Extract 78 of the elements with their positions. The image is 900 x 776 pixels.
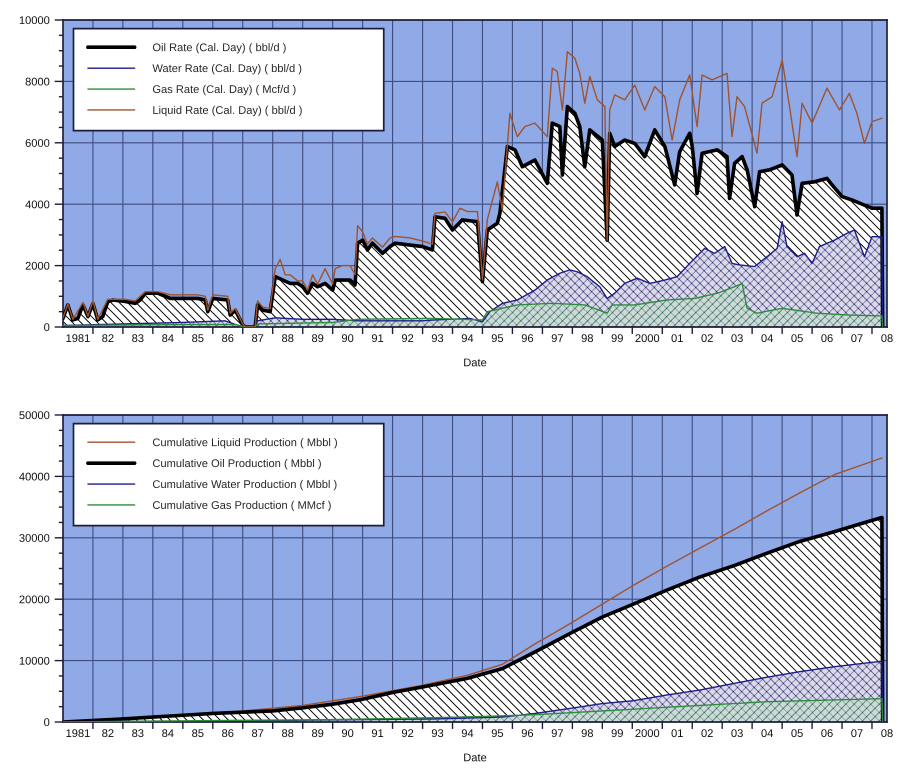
x-tick-label: 92 <box>402 729 414 738</box>
legend-label: Water Rate (Cal. Day) ( bbl/d ) <box>152 64 302 74</box>
x-tick-label: 92 <box>402 334 414 342</box>
y-tick-label: 10000 <box>20 16 50 24</box>
x-tick-label: 85 <box>192 334 204 342</box>
x-tick-label: 94 <box>462 334 474 342</box>
x-tick-label: 86 <box>222 334 234 342</box>
x-tick-label: 02 <box>701 729 713 738</box>
legend-label: Cumulative Water Production ( Mbbl ) <box>152 480 337 490</box>
x-tick-label: 2000 <box>635 334 660 342</box>
x-tick-label: 85 <box>192 729 204 738</box>
x-tick-label: 86 <box>222 729 234 738</box>
y-tick-label: 6000 <box>26 139 50 147</box>
x-tick-label: 89 <box>312 729 324 738</box>
x-tick-label: 84 <box>162 729 174 738</box>
x-tick-label: 95 <box>492 729 504 738</box>
x-tick-label: 94 <box>462 729 474 738</box>
x-tick-label: 04 <box>761 334 773 342</box>
x-tick-label: 98 <box>582 334 594 342</box>
x-tick-label: 03 <box>731 334 743 342</box>
x-tick-label: 01 <box>671 729 683 738</box>
x-tick-label: 97 <box>552 729 563 738</box>
x-tick-label: 02 <box>701 334 713 342</box>
y-tick-label: 10000 <box>20 656 50 665</box>
legend-label: Gas Rate (Cal. Day) ( Mcf/d ) <box>152 84 296 96</box>
x-tick-label: 91 <box>372 334 384 342</box>
y-tick-label: 40000 <box>19 472 50 481</box>
x-tick-label: 96 <box>522 334 534 342</box>
y-tick-label: 30000 <box>19 534 50 542</box>
x-tick-label: 08 <box>881 729 893 738</box>
x-tick-label: 82 <box>102 334 114 342</box>
y-tick-label: 8000 <box>26 78 50 86</box>
y-tick-label: 20000 <box>19 595 50 604</box>
y-tick-label: 0 <box>44 323 50 332</box>
x-axis-title: Date <box>464 754 486 762</box>
x-tick-label: 93 <box>432 334 444 342</box>
x-tick-label: 03 <box>731 729 743 738</box>
x-tick-label: 87 <box>252 334 264 342</box>
x-axis-title: Date <box>464 358 486 366</box>
legend-label: Cumulative Liquid Production ( Mbbl ) <box>152 438 337 448</box>
x-tick-label: 08 <box>881 334 893 342</box>
y-tick-label: 2000 <box>26 262 50 270</box>
x-tick-label: 06 <box>821 334 833 342</box>
legend-label: Cumulative Gas Production ( MMcf ) <box>152 500 331 512</box>
x-tick-label: 1981 <box>66 729 90 738</box>
y-tick-label: 50000 <box>19 411 50 420</box>
x-tick-label: 83 <box>132 729 144 738</box>
x-tick-label: 95 <box>492 334 504 342</box>
x-tick-label: 1981 <box>66 334 90 342</box>
x-tick-label: 84 <box>162 334 174 342</box>
x-tick-label: 91 <box>372 729 384 738</box>
x-tick-label: 2000 <box>635 729 660 738</box>
x-tick-label: 90 <box>342 334 354 342</box>
x-tick-label: 05 <box>791 729 803 738</box>
x-tick-label: 01 <box>671 334 683 342</box>
x-tick-label: 04 <box>761 729 773 738</box>
x-tick-label: 93 <box>432 729 444 738</box>
x-tick-label: 99 <box>612 334 623 342</box>
x-tick-label: 88 <box>282 729 294 738</box>
y-tick-label: 0 <box>44 718 50 726</box>
x-tick-label: 07 <box>851 729 863 738</box>
x-tick-label: 07 <box>851 334 863 342</box>
x-tick-label: 88 <box>282 334 294 342</box>
x-tick-label: 06 <box>821 729 833 738</box>
x-tick-label: 90 <box>342 729 354 738</box>
legend-label: Oil Rate (Cal. Day) ( bbl/d ) <box>152 43 286 54</box>
x-tick-label: 05 <box>791 334 803 342</box>
x-tick-label: 83 <box>132 334 144 342</box>
x-tick-label: 96 <box>522 729 534 738</box>
x-tick-label: 98 <box>582 729 594 738</box>
legend-label: Liquid Rate (Cal. Day) ( bbl/d ) <box>153 106 302 116</box>
x-tick-label: 82 <box>102 729 114 738</box>
x-tick-label: 87 <box>252 729 264 738</box>
x-tick-label: 97 <box>552 334 563 342</box>
x-tick-label: 99 <box>612 729 623 738</box>
legend-label: Cumulative Oil Production ( Mbbl ) <box>152 458 321 470</box>
y-tick-label: 4000 <box>25 200 50 208</box>
x-tick-label: 89 <box>312 334 324 342</box>
